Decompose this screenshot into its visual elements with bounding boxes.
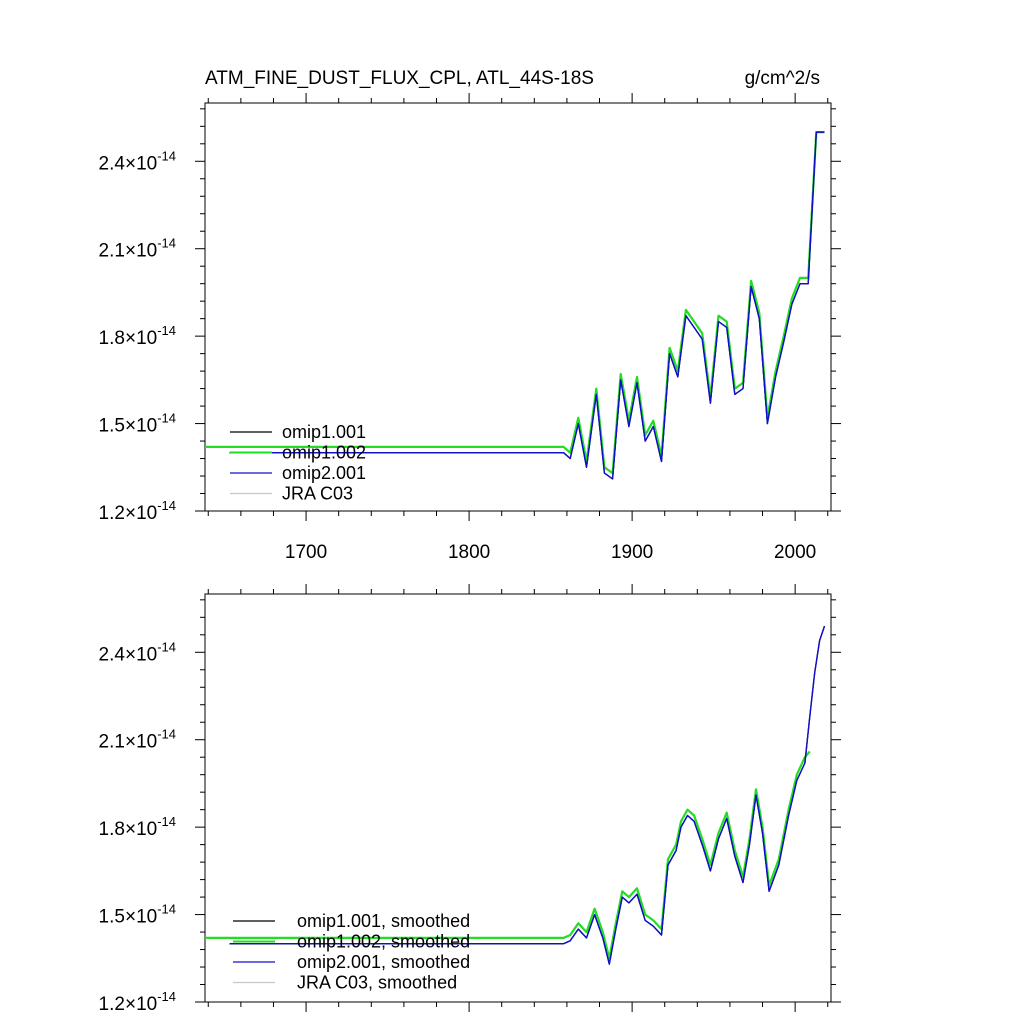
y-tick-times: ×10	[125, 416, 157, 437]
y-tick-label: 2.4×10-14	[99, 639, 176, 665]
y-tick-mantissa: 1.2	[99, 503, 125, 524]
series-line-omip2-001	[229, 131, 825, 480]
y-tick-exponent: -14	[157, 639, 176, 654]
y-tick-exponent: -14	[157, 814, 176, 829]
units-label: g/cm^2/s	[745, 68, 820, 89]
chart-title: ATM_FINE_DUST_FLUX_CPL, ATL_44S-18S	[205, 68, 594, 89]
y-tick-times: ×10	[125, 153, 157, 174]
y-tick-label: 1.5×10-14	[99, 411, 176, 437]
y-tick-label: 1.2×10-14	[99, 498, 176, 524]
y-tick-exponent: -14	[157, 989, 176, 1004]
x-tick-label: 2000	[774, 542, 816, 563]
y-tick-times: ×10	[125, 907, 157, 928]
y-tick-mantissa: 1.8	[99, 819, 125, 840]
y-tick-mantissa: 2.1	[99, 732, 125, 753]
y-tick-label: 2.1×10-14	[99, 236, 176, 262]
legend-label: omip1.001	[282, 422, 366, 442]
y-tick-mantissa: 2.1	[99, 241, 125, 262]
y-tick-times: ×10	[125, 732, 157, 753]
x-tick-label: 1900	[611, 542, 653, 563]
y-tick-label: 2.1×10-14	[99, 727, 176, 753]
y-tick-mantissa: 1.8	[99, 328, 125, 349]
legend-label: omip1.002	[282, 443, 366, 463]
y-tick-label: 2.4×10-14	[99, 148, 176, 174]
legend-label: JRA C03	[282, 484, 353, 504]
y-tick-exponent: -14	[157, 323, 176, 338]
y-tick-times: ×10	[125, 644, 157, 665]
y-tick-times: ×10	[125, 994, 157, 1015]
y-tick-label: 1.2×10-14	[99, 989, 176, 1015]
series-line-omip1-002-smoothed	[205, 750, 811, 960]
y-tick-label: 1.8×10-14	[99, 323, 176, 349]
y-tick-times: ×10	[125, 819, 157, 840]
legend-label: omip2.001, smoothed	[297, 952, 470, 972]
y-tick-exponent: -14	[157, 902, 176, 917]
legend-label: omip1.002, smoothed	[297, 932, 470, 952]
y-tick-times: ×10	[125, 503, 157, 524]
y-tick-label: 1.5×10-14	[99, 902, 176, 928]
y-tick-exponent: -14	[157, 411, 176, 426]
y-tick-mantissa: 1.5	[99, 416, 125, 437]
legend-label: omip1.001, smoothed	[297, 911, 470, 931]
series-line-omip2-001-smoothed	[229, 625, 826, 965]
y-tick-times: ×10	[125, 328, 157, 349]
y-tick-times: ×10	[125, 241, 157, 262]
plot-frame-2	[204, 593, 832, 1003]
y-tick-mantissa: 1.2	[99, 994, 125, 1015]
y-tick-exponent: -14	[157, 498, 176, 513]
x-tick-label: 1800	[448, 542, 490, 563]
x-tick-label: 1700	[285, 542, 327, 563]
plot-frame-1	[204, 102, 832, 512]
legend-label: omip2.001	[282, 463, 366, 483]
y-tick-exponent: -14	[157, 236, 176, 251]
y-tick-exponent: -14	[157, 727, 176, 742]
y-tick-label: 1.8×10-14	[99, 814, 176, 840]
y-tick-mantissa: 2.4	[99, 153, 126, 174]
y-tick-mantissa: 2.4	[99, 644, 126, 665]
legend-label: JRA C03, smoothed	[297, 973, 457, 993]
y-tick-mantissa: 1.5	[99, 907, 125, 928]
y-tick-exponent: -14	[157, 148, 176, 163]
